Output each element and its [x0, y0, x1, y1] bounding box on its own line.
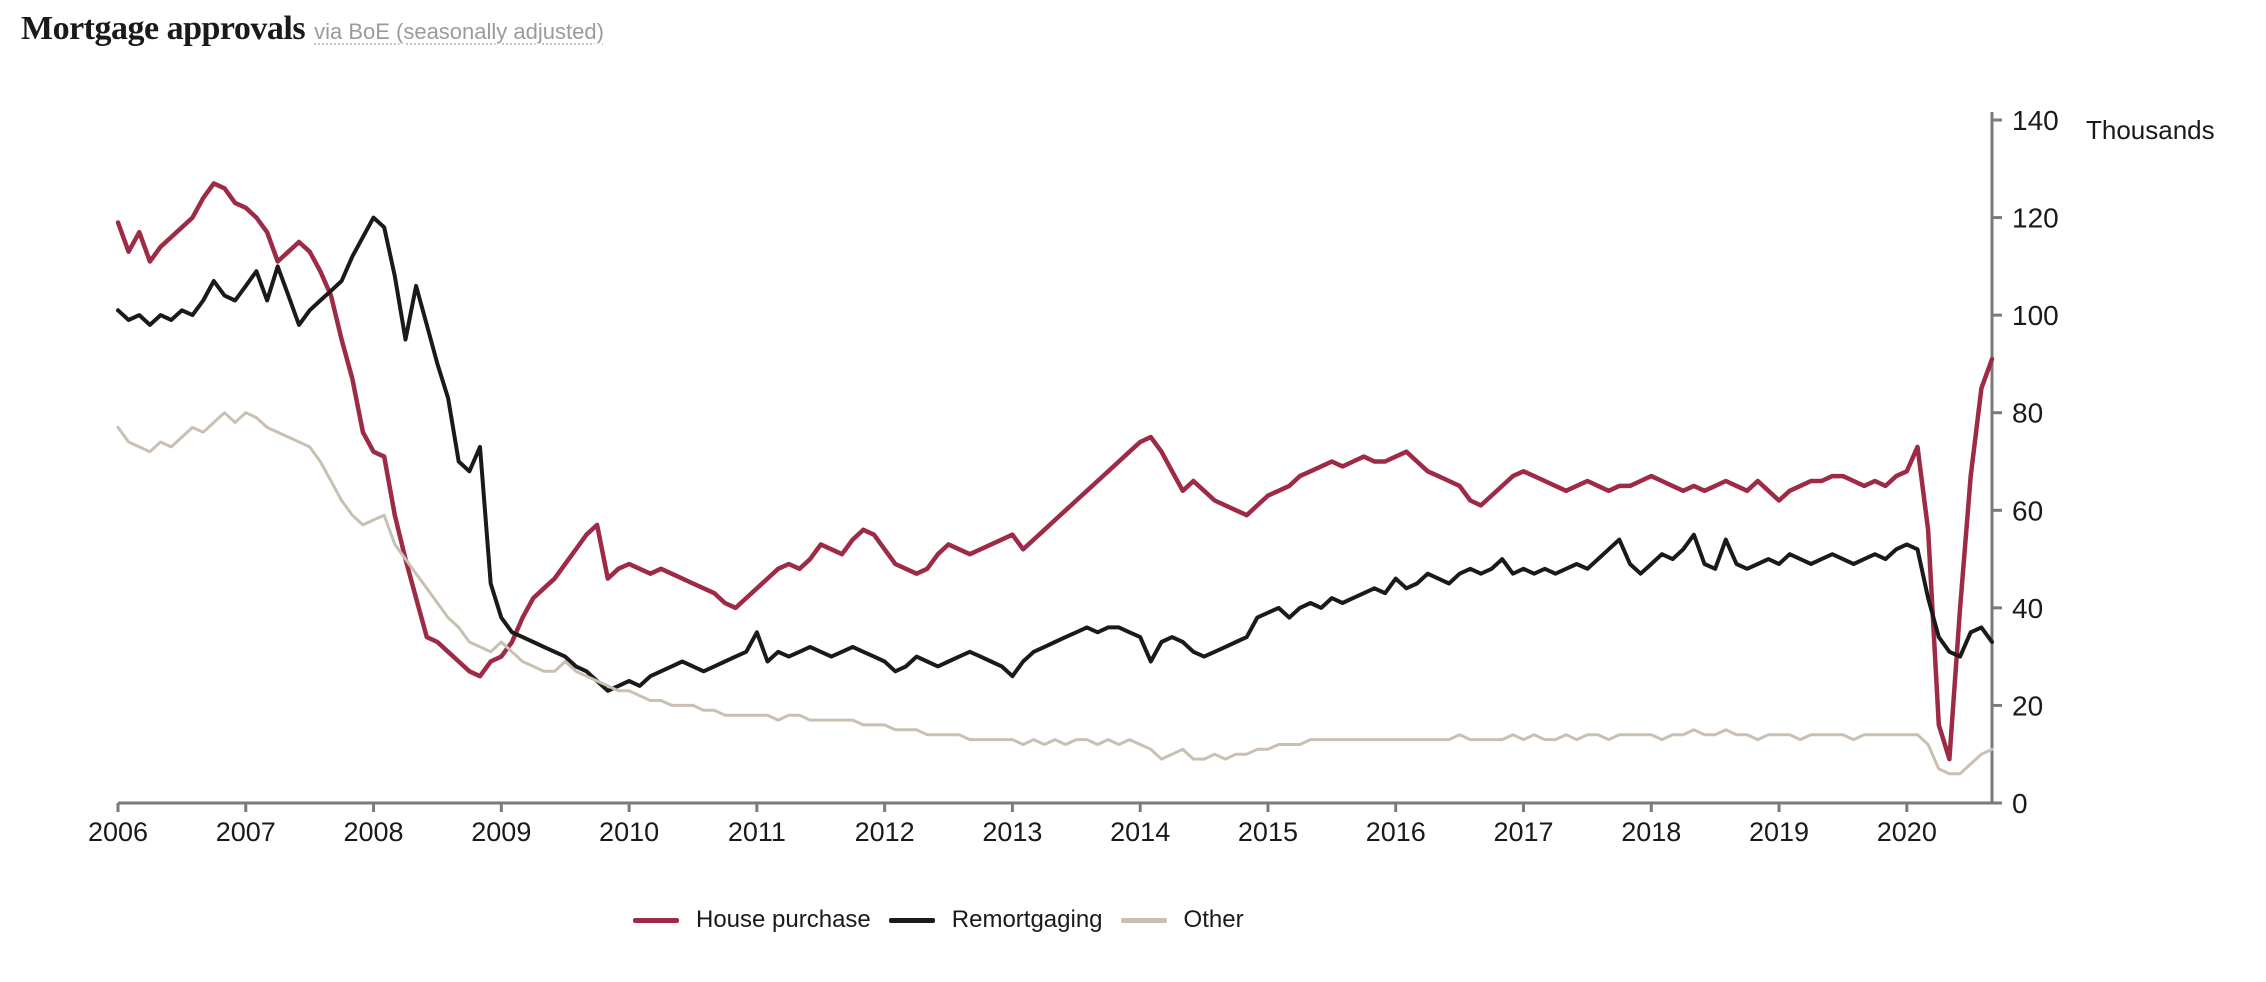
series-line-remortgaging [116, 215, 1994, 693]
x-tick-label: 2013 [982, 817, 1042, 847]
legend-item-house-purchase: House purchase [633, 906, 871, 934]
series-line-house-purchase [115, 181, 1995, 762]
page-title: Mortgage approvals [21, 10, 306, 47]
x-tick-label: 2006 [88, 817, 148, 847]
y-tick-label: 140 [2012, 105, 2059, 136]
x-tick-label: 2017 [1493, 817, 1553, 847]
y-tick-label: 120 [2012, 203, 2059, 234]
y-tick-label: 100 [2012, 300, 2059, 331]
x-tick-label: 2011 [728, 817, 786, 847]
series-line-other [116, 411, 1994, 776]
source-link[interactable]: via BoE (seasonally adjusted) [314, 19, 604, 44]
x-tick-label: 2016 [1366, 817, 1426, 847]
chart-legend: House purchase Remortgaging Other [633, 906, 1244, 934]
x-tick-label: 2018 [1621, 817, 1681, 847]
y-tick-label: 0 [2012, 788, 2028, 819]
x-tick-label: 2015 [1238, 817, 1298, 847]
y-tick-label: 20 [2012, 690, 2043, 721]
x-tick-label: 2014 [1110, 817, 1170, 847]
x-tick-label: 2020 [1877, 817, 1937, 847]
legend-item-other: Other [1120, 906, 1244, 934]
legend-label: House purchase [696, 906, 871, 933]
legend-item-remortgaging: Remortgaging [888, 906, 1103, 934]
legend-label: Other [1183, 906, 1244, 933]
x-tick-label: 2008 [344, 817, 404, 847]
remortgaging-swatch [888, 917, 935, 923]
other-swatch [1120, 917, 1167, 923]
x-tick-label: 2007 [216, 817, 276, 847]
x-tick-label: 2012 [855, 817, 915, 847]
legend-label: Remortgaging [951, 906, 1103, 933]
y-tick-label: 80 [2012, 398, 2043, 429]
chart-header: Mortgage approvals via BoE (seasonally ad… [21, 10, 604, 48]
y-tick-label: 60 [2012, 495, 2043, 526]
y-tick-label: 40 [2012, 593, 2043, 624]
x-tick-label: 2019 [1749, 817, 1809, 847]
house-purchase-swatch [633, 917, 679, 923]
x-tick-label: 2010 [599, 817, 659, 847]
x-tick-label: 2009 [471, 817, 531, 847]
y-axis-unit-label: Thousands [2086, 115, 2215, 145]
